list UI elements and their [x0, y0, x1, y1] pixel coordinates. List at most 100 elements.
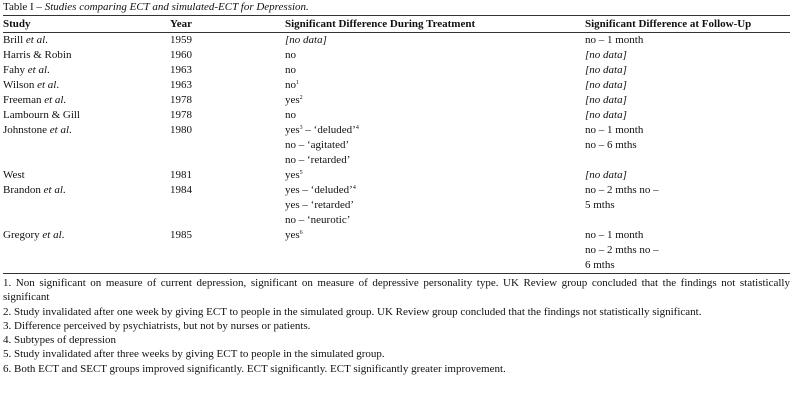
cell-line: no – 1 month [585, 228, 790, 243]
study-cell: Gregory et al. [3, 228, 170, 274]
text: 6 mths [585, 259, 615, 271]
followup-cell: [no data] [585, 63, 790, 78]
cell-line: [no data] [585, 48, 790, 63]
table-row: Brill et al. 1959 [no data] no – 1 month [3, 33, 790, 49]
followup-cell: [no data] [585, 168, 790, 183]
footnote-ref: 2 [299, 95, 303, 101]
study-cell: Freeman et al. [3, 93, 170, 108]
followup-cell: no – 2 mths no – 5 mths [585, 183, 790, 228]
caption-title: Studies comparing ECT and simulated-ECT … [44, 1, 309, 13]
treatment-cell: yes2 [285, 93, 585, 108]
text: Wilson [3, 79, 38, 91]
cell-line: yes3 – ‘deluded’4 [285, 123, 585, 138]
year-cell: 1978 [170, 109, 192, 121]
italic-text: [no data] [585, 169, 627, 181]
study-cell: Wilson et al. [3, 78, 170, 93]
italic-text: et al [27, 64, 47, 76]
italic-text: et al [42, 229, 62, 241]
text: no – ‘agitated’ [285, 139, 350, 151]
italic-text: [no data] [285, 34, 327, 46]
cell-line: yes6 [285, 228, 585, 243]
cell-line: no – 2 mths no – [585, 183, 790, 198]
cell-line: no – ‘retarded’ [285, 153, 585, 168]
text: Lambourn & Gill [3, 109, 80, 121]
table-row: Freeman et al. 1978 yes2 [no data] [3, 93, 790, 108]
text: – ‘deluded’ [302, 124, 356, 136]
cell-line: no [285, 48, 585, 63]
cell-line: Wilson et al. [3, 78, 170, 93]
year-cell: 1963 [170, 64, 192, 76]
text: no [285, 109, 296, 121]
text: 5 mths [585, 199, 615, 211]
followup-cell: [no data] [585, 93, 790, 108]
table-row: Fahy et al. 1963 no [no data] [3, 63, 790, 78]
footnote: 3. Difference perceived by psychiatrists… [3, 319, 311, 332]
table-row: West 1981 yes5 [no data] [3, 168, 790, 183]
cell-line: no – ‘neurotic’ [285, 213, 585, 228]
followup-cell: [no data] [585, 48, 790, 63]
treatment-cell: yes3 – ‘deluded’4 no – ‘agitated’ no – ‘re… [285, 123, 585, 168]
cell-line: [no data] [585, 63, 790, 78]
cell-line: Johnstone et al. [3, 123, 170, 138]
caption-label: Table I – [3, 1, 45, 13]
table-row: Lambourn & Gill 1978 no [no data] [3, 108, 790, 123]
italic-text: et al. [44, 94, 67, 106]
treatment-cell: no1 [285, 78, 585, 93]
cell-line: yes2 [285, 93, 585, 108]
table-row: Harris & Robin 1960 no [no data] [3, 48, 790, 63]
cell-line: Freeman et al. [3, 93, 170, 108]
study-cell: Johnstone et al. [3, 123, 170, 168]
text: no [285, 64, 296, 76]
cell-line: [no data] [285, 33, 585, 48]
cell-line: no – 1 month [585, 123, 790, 138]
cell-line: [no data] [585, 168, 790, 183]
year-cell: 1960 [170, 49, 192, 61]
followup-cell: no – 1 month [585, 33, 790, 49]
italic-text: et al [37, 79, 57, 91]
italic-text: et al [49, 124, 69, 136]
table-row: Wilson et al. 1963 no1 [no data] [3, 78, 790, 93]
cell-line: yes5 [285, 168, 585, 183]
table-row: Johnstone et al. 1980 yes3 – ‘deluded’4 no … [3, 123, 790, 168]
study-cell: West [3, 168, 170, 183]
text: Brandon [3, 184, 44, 196]
table-row: Brandon et al. 1984 yes – ‘deluded’4 yes – … [3, 183, 790, 228]
text: Fahy [3, 64, 28, 76]
followup-cell: no – 1 month no – 6 mths [585, 123, 790, 168]
cell-line: no – ‘agitated’ [285, 138, 585, 153]
treatment-cell: yes – ‘deluded’4 yes – ‘retarded’ no – ‘ne… [285, 183, 585, 228]
text: yes [285, 94, 300, 106]
text: yes [285, 169, 300, 181]
italic-text: [no data] [585, 94, 627, 106]
year-cell: 1980 [170, 124, 192, 136]
document: Table I – Studies comparing ECT and simu… [3, 1, 790, 375]
text: . [47, 64, 50, 76]
text: no – 1 month [585, 34, 644, 46]
cell-line: [no data] [585, 78, 790, 93]
text: yes – ‘retarded’ [285, 199, 355, 211]
followup-cell: [no data] [585, 78, 790, 93]
cell-line: [no data] [585, 108, 790, 123]
treatment-cell: yes5 [285, 168, 585, 183]
footnote-ref: 3 [299, 125, 303, 131]
year-cell: 1985 [170, 229, 192, 241]
table: Study Year Significant Difference During T… [3, 15, 790, 274]
cell-line: yes – ‘retarded’ [285, 198, 585, 213]
footnote-ref: 5 [299, 170, 303, 176]
text: Freeman [3, 94, 45, 106]
footnote: 4. Subtypes of depression [3, 334, 117, 347]
text: no – 1 month [585, 229, 644, 241]
treatment-cell: yes6 [285, 228, 585, 274]
text: Johnstone [3, 124, 50, 136]
cell-line: Fahy et al. [3, 63, 170, 78]
text: . [69, 124, 72, 136]
footnote: 5. Study invalidated after three weeks b… [3, 348, 385, 361]
italic-text: [no data] [585, 79, 627, 91]
text: no – 6 mths [585, 139, 637, 151]
text: no – 1 month [585, 124, 644, 136]
study-cell: Lambourn & Gill [3, 108, 170, 123]
italic-text: et al [43, 184, 63, 196]
cell-line: Gregory et al. [3, 228, 170, 243]
column-header: Year [170, 15, 285, 33]
